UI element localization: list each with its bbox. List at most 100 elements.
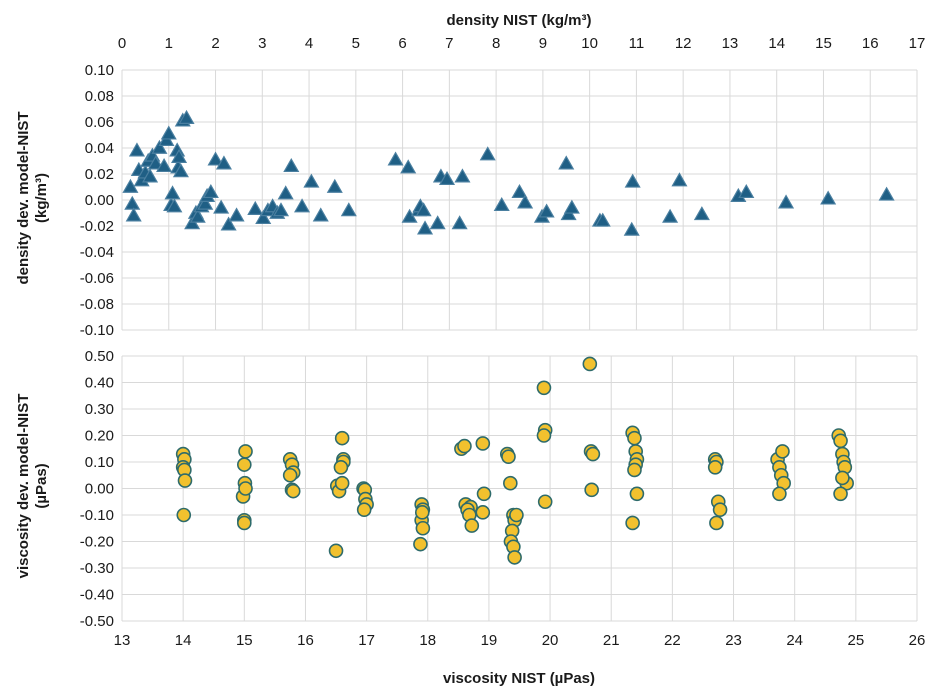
density-deviation-point	[624, 173, 641, 188]
density-deviation-point	[454, 168, 471, 183]
density-deviation-point	[142, 168, 159, 183]
viscosity-deviation-point	[835, 470, 850, 486]
density-deviation-point	[451, 215, 468, 230]
density-deviation-point	[125, 207, 142, 222]
density-deviation-point	[124, 195, 141, 210]
density-deviation-point	[594, 212, 611, 227]
density-x-tick-label: 13	[722, 35, 739, 52]
viscosity-x-tick-label: 26	[909, 632, 926, 649]
viscosity-deviation-point	[238, 444, 253, 459]
density-x-tick-label: 15	[815, 35, 832, 52]
viscosity-deviation-point	[712, 502, 728, 518]
density-deviation-point	[538, 203, 555, 218]
viscosity-deviation-point	[415, 520, 431, 536]
viscosity-deviation-point	[414, 505, 430, 520]
viscosity-deviation-point	[356, 502, 372, 518]
density-deviation-point	[671, 172, 688, 187]
density-y-tick-label: 0.06	[85, 114, 114, 131]
viscosity-deviation-point	[709, 515, 724, 531]
viscosity-deviation-point	[457, 438, 472, 454]
density-deviation-point	[164, 185, 181, 200]
viscosity-deviation-point	[238, 481, 253, 496]
density-x-tick-label: 17	[909, 35, 926, 52]
viscosity-deviation-point	[629, 486, 645, 502]
density-deviation-point	[147, 155, 164, 170]
density-deviation-point	[479, 146, 496, 161]
viscosity-x-tick-label: 15	[236, 632, 253, 649]
density-deviation-point	[326, 178, 343, 193]
density-x-tick-label: 14	[768, 35, 785, 52]
viscosity-deviation-point	[509, 507, 524, 523]
density-deviation-point	[417, 220, 434, 235]
viscosity-x-tick-label: 16	[297, 632, 314, 649]
viscosity-deviation-point	[334, 475, 350, 491]
density-deviation-point	[312, 207, 329, 222]
viscosity-x-tick-label: 18	[419, 632, 436, 649]
density-deviation-point	[294, 198, 311, 213]
density-x-tick-label: 9	[539, 35, 547, 52]
density-deviation-point	[558, 155, 575, 170]
x-axis-title-viscosity: viscosity NIST (µPas)	[443, 670, 595, 687]
viscosity-deviation-point	[501, 449, 516, 465]
density-y-tick-label: 0.00	[85, 192, 114, 209]
viscosity-deviation-point	[772, 486, 787, 502]
density-deviation-point	[778, 194, 795, 209]
density-y-tick-label: -0.08	[80, 296, 114, 313]
viscosity-deviation-point	[282, 467, 298, 483]
viscosity-y-tick-label: 0.30	[85, 401, 114, 418]
density-deviation-point	[438, 170, 456, 186]
density-x-tick-label: 4	[305, 35, 313, 52]
viscosity-deviation-point	[707, 459, 723, 475]
viscosity-deviation-point	[584, 482, 599, 498]
viscosity-deviation-point	[536, 428, 552, 443]
viscosity-deviation-point	[413, 536, 428, 552]
density-x-tick-label: 5	[352, 35, 360, 52]
viscosity-deviation-point	[833, 433, 848, 449]
viscosity-x-tick-label: 14	[175, 632, 192, 649]
viscosity-deviation-point	[625, 515, 640, 531]
viscosity-deviation-point	[176, 507, 192, 523]
density-deviation-point	[693, 206, 710, 221]
viscosity-x-tick-label: 21	[603, 632, 620, 649]
density-y-tick-label: 0.02	[85, 166, 114, 183]
density-deviation-point	[255, 209, 272, 225]
density-deviation-point	[151, 139, 168, 154]
density-x-tick-label: 2	[211, 35, 219, 52]
density-deviation-point	[563, 199, 580, 214]
density-y-tick-label: 0.10	[85, 62, 114, 79]
viscosity-y-tick-label: 0.00	[85, 481, 114, 498]
viscosity-x-tick-label: 23	[725, 632, 742, 649]
viscosity-deviation-panel: 13 14 15 16 17 18 19 20 21 22 23 24 25 26 0.50 0.40 0.30…	[80, 348, 926, 649]
viscosity-deviation-point	[585, 446, 601, 462]
density-y-tick-label: -0.06	[80, 270, 114, 287]
density-deviation-point	[662, 208, 679, 223]
density-deviation-point	[178, 109, 195, 124]
viscosity-deviation-point	[582, 356, 598, 372]
viscosity-deviation-point	[476, 486, 492, 502]
density-x-tick-label: 10	[581, 35, 598, 52]
density-deviation-point	[878, 186, 895, 201]
density-deviation-point	[197, 195, 214, 210]
density-deviation-point	[128, 142, 145, 157]
density-deviation-point	[820, 190, 837, 205]
viscosity-deviation-point	[833, 486, 848, 502]
density-y-tick-label: -0.02	[80, 218, 114, 235]
viscosity-deviation-point	[475, 436, 491, 451]
density-x-tick-label: 16	[862, 35, 879, 52]
density-deviation-point	[228, 207, 245, 222]
density-deviation-point	[429, 215, 446, 230]
density-deviation-point	[272, 202, 290, 217]
viscosity-y-tick-label: -0.30	[80, 560, 114, 577]
density-x-tick-label: 7	[445, 35, 453, 52]
viscosity-deviation-point	[503, 475, 518, 491]
density-deviation-point	[220, 216, 237, 231]
density-y-tick-label: -0.10	[80, 322, 114, 339]
density-deviation-point	[387, 151, 404, 166]
y-axis-title-viscosity-line1: viscosity dev. model-NIST	[15, 394, 32, 579]
y-axis-title-viscosity-line2: (µPas)	[33, 463, 50, 508]
density-x-tick-label: 6	[398, 35, 406, 52]
viscosity-deviation-point	[237, 515, 252, 531]
density-deviation-point	[303, 173, 320, 188]
density-deviation-point	[213, 199, 230, 214]
density-deviation-panel: 0 1 2 3 4 5 6 7 8 9 10 11 12 13 14 15 16 170.100.080.060.…	[80, 35, 926, 339]
